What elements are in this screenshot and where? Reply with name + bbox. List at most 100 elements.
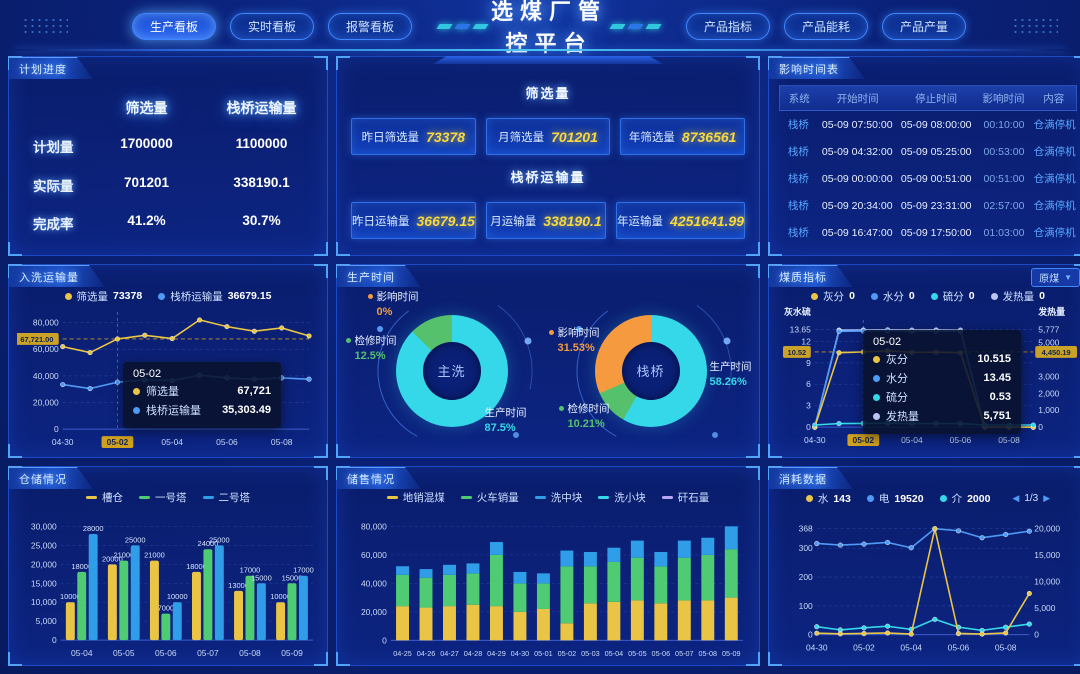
plan-progress-table: 筛选量 栈桥运输量 计划量 1700000 1100000 实际量 701201 338190… <box>17 80 319 251</box>
svg-text:10.52: 10.52 <box>788 348 807 357</box>
coal-legend-item-2[interactable]: 硫分 0 <box>930 289 975 304</box>
donut-slice-label-检修时间: 检修时间 12.5% <box>345 333 397 362</box>
legend-dot-marker <box>990 292 998 300</box>
slice-dot-marker <box>367 293 373 299</box>
consumption-legend-item-1[interactable]: 电 19520 <box>866 491 924 506</box>
storage-legend-item-1[interactable]: 一号塔 <box>139 490 187 505</box>
plan-value-0-1: 1100000 <box>235 136 288 152</box>
impact-cell-4-0: 栈桥 <box>787 227 809 239</box>
legend-value: 0 <box>968 290 975 302</box>
svg-text:05-04: 05-04 <box>900 643 922 653</box>
slice-name: 影响时间 <box>548 325 600 340</box>
wash-legend-item-1[interactable]: 栈桥运输量 36679.15 <box>158 289 272 304</box>
impact-table-row: 栈桥 05-09 00:00:00 05-09 00:51:00 00:51:00 仓满… <box>779 165 1077 192</box>
svg-text:05-02: 05-02 <box>558 649 577 658</box>
dashboard-grid: 计划进度 筛选量 栈桥运输量 计划量 1700000 1100000 实际量 701201 3… <box>0 52 1080 674</box>
wash-legend-item-0[interactable]: 筛选量 73378 <box>64 289 143 304</box>
svg-text:05-06: 05-06 <box>950 435 972 445</box>
svg-text:40,000: 40,000 <box>361 578 387 588</box>
impact-cell-0-4: 仓满停机 <box>1033 119 1076 131</box>
svg-text:05-06: 05-06 <box>948 643 970 653</box>
coal-legend-item-0[interactable]: 灰分 0 <box>811 289 855 304</box>
slice-name: 检修时间 <box>345 333 397 348</box>
svg-text:0: 0 <box>54 424 59 434</box>
left-nav-button-1[interactable]: 实时看板 <box>230 12 315 40</box>
pager-prev-icon[interactable]: ◀ <box>1012 493 1020 503</box>
svg-text:21000: 21000 <box>113 551 134 560</box>
left-nav-button-0[interactable]: 生产看板 <box>132 12 217 40</box>
header-dots-decoration-right <box>1012 17 1058 35</box>
legend-dash-marker <box>661 496 673 499</box>
legend-dot-marker <box>870 292 878 300</box>
impact-table-header-row: 系统 开始时间 停止时间 影响时间 内容 <box>779 85 1077 111</box>
impact-cell-2-3: 00:51:00 <box>983 172 1025 185</box>
volume-stat-row-0: 昨日筛选量 73378 月筛选量 701201 年筛选量 8736561 <box>351 118 746 155</box>
svg-text:05-02: 05-02 <box>853 435 875 445</box>
impact-cell-1-4: 仓满停机 <box>1033 146 1076 158</box>
sales-legend-item-4[interactable]: 矸石量 <box>661 490 709 505</box>
legend-name: 介 <box>951 493 963 505</box>
svg-text:05-06: 05-06 <box>652 649 671 658</box>
impact-time-panel: 影响时间表 系统 开始时间 停止时间 影响时间 内容 栈桥 05-09 07:50:00 05… <box>768 56 1080 256</box>
stat-value: 338190.1 <box>543 212 602 229</box>
legend-value: 2000 <box>967 492 991 505</box>
svg-text:6: 6 <box>806 379 811 389</box>
impact-cell-1-0: 栈桥 <box>787 146 809 158</box>
svg-text:18000: 18000 <box>71 562 92 571</box>
stat-value: 73378 <box>426 128 466 145</box>
sales-tab: 储售情况 <box>337 467 421 489</box>
legend-dot-marker <box>939 495 947 502</box>
consumption-legend-item-0[interactable]: 水 143 <box>805 491 851 506</box>
legend-dot-marker <box>64 292 72 300</box>
svg-text:9: 9 <box>806 358 811 368</box>
svg-text:15000: 15000 <box>282 573 303 582</box>
coal-type-dropdown[interactable]: 原煤 ▼ <box>1031 268 1080 287</box>
sales-legend-item-2[interactable]: 洗中块 <box>534 490 582 505</box>
slice-name: 生产时间 <box>475 405 527 420</box>
impact-cell-3-2: 05-09 23:31:00 <box>900 199 972 212</box>
panel-title: 储售情况 <box>347 473 395 486</box>
storage-tab: 仓储情况 <box>9 467 93 489</box>
wash-volume-tab: 入洗运输量 <box>9 265 105 287</box>
pager-next-icon[interactable]: ▶ <box>1043 493 1051 503</box>
stat-label: 昨日筛选量 <box>361 131 420 144</box>
svg-text:5,000: 5,000 <box>1038 338 1059 348</box>
svg-text:80,000: 80,000 <box>361 521 387 531</box>
storage-legend-item-2[interactable]: 二号塔 <box>202 490 250 505</box>
right-nav-button-0[interactable]: 产品指标 <box>685 12 770 40</box>
left-nav-button-2[interactable]: 报警看板 <box>328 12 413 40</box>
coal-legend-item-3[interactable]: 发热量 0 <box>990 289 1045 304</box>
svg-text:368: 368 <box>799 524 813 534</box>
impact-cell-2-1: 05-09 00:00:00 <box>821 172 893 185</box>
donut-decoration-arcs <box>570 290 731 451</box>
svg-text:25,000: 25,000 <box>31 540 57 550</box>
sales-legend-item-1[interactable]: 火车销量 <box>460 490 519 505</box>
legend-value: 73378 <box>113 290 143 302</box>
stat-value: 701201 <box>551 128 598 145</box>
consumption-legend-item-2[interactable]: 介 2000 <box>939 491 991 506</box>
storage-legend-item-0[interactable]: 槽仓 <box>86 490 123 505</box>
right-nav-button-1[interactable]: 产品能耗 <box>783 12 868 40</box>
plan-row-label-0: 计划量 <box>33 140 74 156</box>
sales-panel: 储售情况 地销混煤 火车销量 洗中块 洗小块 矸石量 0 20,000 40,000 60,0… <box>336 466 760 666</box>
coal-legend-item-1[interactable]: 水分 0 <box>870 289 915 304</box>
stat-label: 昨日运输量 <box>352 215 410 228</box>
sales-legend-item-3[interactable]: 洗小块 <box>598 490 646 505</box>
right-nav-button-2[interactable]: 产品产量 <box>881 12 966 40</box>
legend-value: 36679.15 <box>227 290 272 302</box>
stat-box-0-0: 昨日筛选量 73378 <box>351 118 476 155</box>
impact-table-row: 栈桥 05-09 16:47:00 05-09 17:50:00 01:03:00 仓满… <box>779 219 1077 246</box>
svg-text:05-04: 05-04 <box>901 435 923 445</box>
sales-legend-item-0[interactable]: 地销混煤 <box>386 490 445 505</box>
legend-dash-marker <box>460 496 472 499</box>
legend-dash-marker <box>598 496 610 499</box>
sales-legend: 地销混煤 火车销量 洗中块 洗小块 矸石量 <box>345 490 751 505</box>
impact-cell-3-1: 05-09 20:34:00 <box>821 199 893 212</box>
svg-text:0: 0 <box>1038 422 1043 432</box>
svg-text:05-02: 05-02 <box>853 643 875 653</box>
svg-text:05-07: 05-07 <box>197 648 219 658</box>
consumption-pager: ◀ 1/3 ▶ <box>1012 493 1050 504</box>
donut-chart-主洗: 主洗 <box>395 314 508 427</box>
svg-text:04-30: 04-30 <box>511 649 530 658</box>
impact-cell-0-3: 00:10:00 <box>983 118 1025 131</box>
